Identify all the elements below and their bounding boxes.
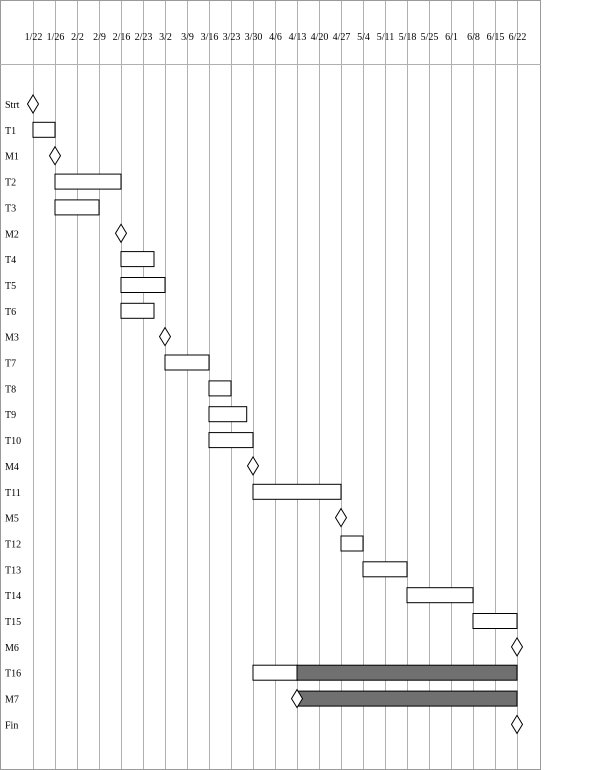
task-bar [32, 121, 56, 138]
row-label: M4 [5, 462, 19, 473]
row-label: T2 [5, 178, 16, 189]
task-bar [54, 199, 100, 216]
x-tick-label: 2/16 [113, 32, 131, 43]
x-tick-label: 3/23 [223, 32, 241, 43]
x-tick-label: 4/6 [269, 32, 282, 43]
x-tick-label: 4/27 [333, 32, 351, 43]
task-bar [406, 587, 474, 604]
x-tick-label: 3/30 [245, 32, 263, 43]
x-tick-label: 2/2 [71, 32, 84, 43]
x-tick-label: 5/4 [357, 32, 370, 43]
task-bar [120, 302, 155, 319]
row-label: T1 [5, 126, 16, 137]
milestone-diamond [114, 223, 128, 244]
slack-bar [296, 664, 518, 681]
row-label: M6 [5, 643, 19, 654]
task-bar [54, 173, 122, 190]
milestone-diamond [26, 94, 40, 114]
x-tick-label: 3/16 [201, 32, 219, 43]
x-tick-label: 3/2 [159, 32, 172, 43]
milestone-diamond [334, 507, 348, 528]
x-tick-label: 2/23 [135, 32, 153, 43]
row-label: M7 [5, 695, 19, 706]
x-tick-label: 1/22 [25, 32, 43, 43]
row-label: M5 [5, 514, 19, 525]
row-label: T13 [5, 565, 21, 576]
task-bar [208, 380, 232, 397]
task-bar [472, 613, 518, 629]
task-bar [208, 432, 254, 449]
row-label: T9 [5, 410, 16, 421]
row-label: T11 [5, 488, 21, 499]
task-bar [120, 251, 155, 268]
task-bar [120, 277, 166, 293]
row-label: T12 [5, 539, 21, 550]
milestone-diamond [158, 326, 172, 347]
task-bars [32, 121, 518, 707]
milestones [26, 94, 524, 735]
x-tick-label: 6/8 [467, 32, 480, 43]
x-axis-ticks: 1/22 1/26 2/2 2/9 2/16 2/23 3/2 3/9 3/16 3/23 3/30… [25, 32, 527, 43]
row-label: T15 [5, 617, 21, 628]
x-tick-label: 4/20 [311, 32, 329, 43]
x-tick-label: 6/15 [487, 32, 505, 43]
chart-frame [0, 0, 541, 770]
x-tick-label: 5/18 [399, 32, 417, 43]
task-bar [164, 354, 210, 371]
row-label: T10 [5, 436, 21, 447]
milestone-diamond [246, 455, 260, 476]
row-label: T7 [5, 359, 16, 370]
task-bar [340, 535, 364, 552]
task-bar [208, 406, 248, 423]
row-label: T5 [5, 281, 16, 292]
task-bar [252, 664, 298, 681]
row-label: Fin [5, 720, 18, 731]
row-label: T8 [5, 384, 16, 395]
row-label: M1 [5, 152, 19, 163]
x-tick-label: 5/11 [377, 32, 394, 43]
milestone-diamond [510, 714, 524, 735]
row-label: T4 [5, 255, 16, 266]
row-label: M3 [5, 333, 19, 344]
row-label: T14 [5, 591, 21, 602]
milestone-diamond [510, 636, 524, 657]
x-tick-label: 2/9 [93, 32, 106, 43]
milestone-diamond [48, 145, 62, 166]
x-tick-label: 6/22 [509, 32, 527, 43]
x-tick-label: 3/9 [181, 32, 194, 43]
task-bar [362, 561, 408, 578]
x-tick-label: 5/25 [421, 32, 439, 43]
slack-bar [296, 690, 518, 707]
milestone-diamond [290, 688, 304, 709]
row-label: Strt [5, 100, 20, 111]
x-tick-label: 1/26 [47, 32, 65, 43]
row-label: T3 [5, 203, 16, 214]
task-bar [252, 483, 342, 500]
row-label: T16 [5, 669, 21, 680]
x-tick-label: 6/1 [445, 32, 458, 43]
row-labels: Strt T1 M1 T2 T3 M2 T4 T5 T6 M3 T7 T8 T9 T10 M4 T11 M5 T1… [5, 100, 21, 731]
row-label: M2 [5, 229, 19, 240]
grid-lines [33, 1, 518, 769]
row-label: T6 [5, 307, 16, 318]
x-tick-label: 4/13 [289, 32, 307, 43]
